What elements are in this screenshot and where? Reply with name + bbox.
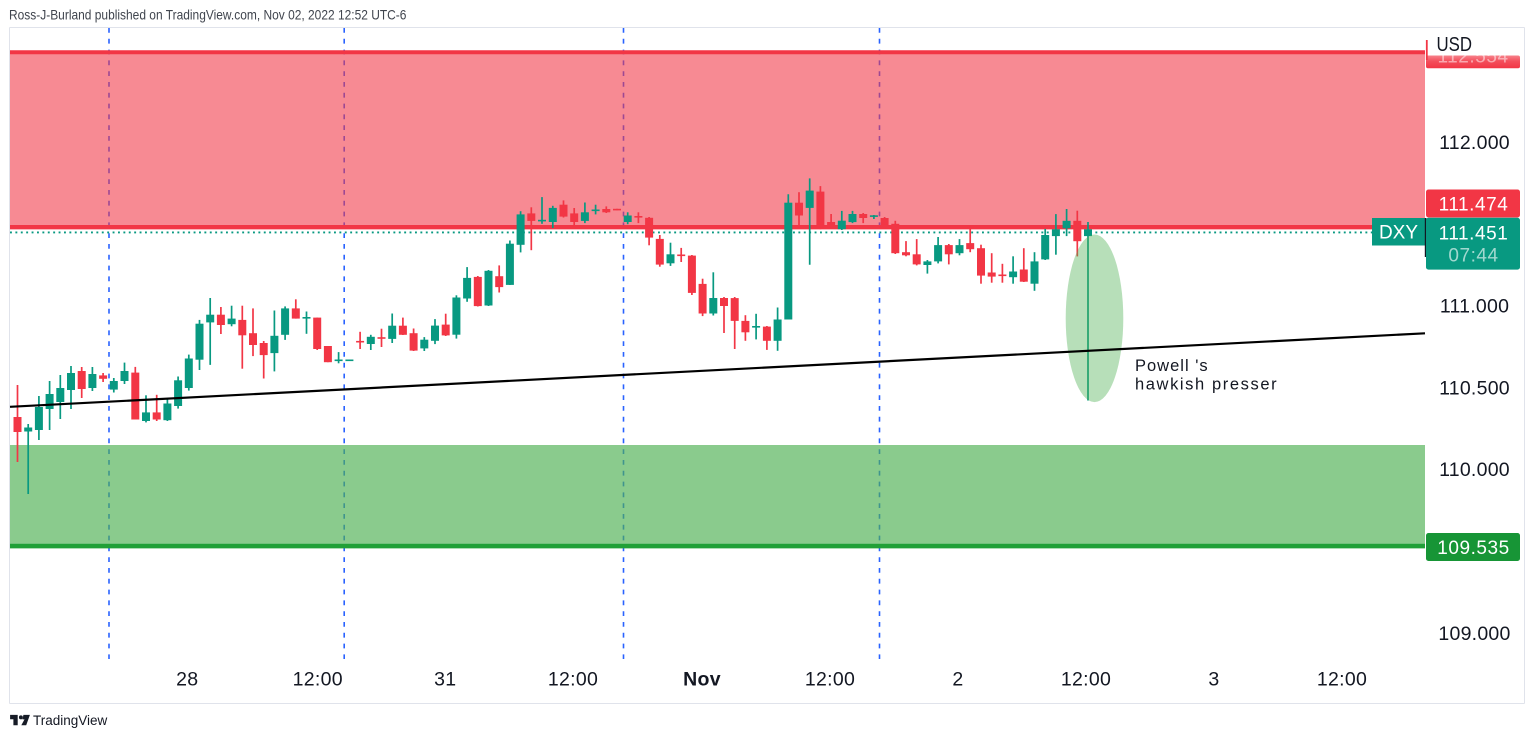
svg-text:110.500: 110.500	[1439, 377, 1510, 399]
svg-text:112.000: 112.000	[1439, 132, 1510, 154]
svg-text:TradingView: TradingView	[33, 713, 108, 728]
svg-text:110.000: 110.000	[1439, 459, 1510, 481]
svg-text:DXY: DXY	[1379, 223, 1418, 244]
svg-text:hawkish presser: hawkish presser	[1135, 376, 1278, 394]
svg-text:31: 31	[434, 669, 456, 691]
svg-text:109.535: 109.535	[1437, 538, 1510, 559]
svg-text:111.000: 111.000	[1440, 296, 1509, 318]
svg-text:07:44: 07:44	[1448, 246, 1498, 267]
svg-text:12:00: 12:00	[1317, 669, 1367, 691]
svg-text:Powell 's: Powell 's	[1135, 357, 1209, 375]
svg-text:109.000: 109.000	[1438, 623, 1510, 645]
svg-text:12:00: 12:00	[805, 669, 855, 691]
svg-text:Nov: Nov	[683, 669, 721, 691]
svg-text:12:00: 12:00	[293, 669, 343, 691]
svg-text:12:00: 12:00	[548, 669, 598, 691]
svg-text:111.474: 111.474	[1439, 195, 1509, 216]
svg-text:28: 28	[176, 669, 198, 691]
svg-text:12:00: 12:00	[1061, 669, 1111, 691]
svg-text:Ross-J-Burland published on Tr: Ross-J-Burland published on TradingView.…	[9, 7, 406, 23]
svg-text:111.451: 111.451	[1439, 224, 1509, 245]
svg-text:112.554: 112.554	[1437, 47, 1508, 68]
svg-text:3: 3	[1208, 669, 1219, 691]
svg-text:2: 2	[952, 669, 963, 691]
svg-text:USD: USD	[1437, 33, 1472, 56]
